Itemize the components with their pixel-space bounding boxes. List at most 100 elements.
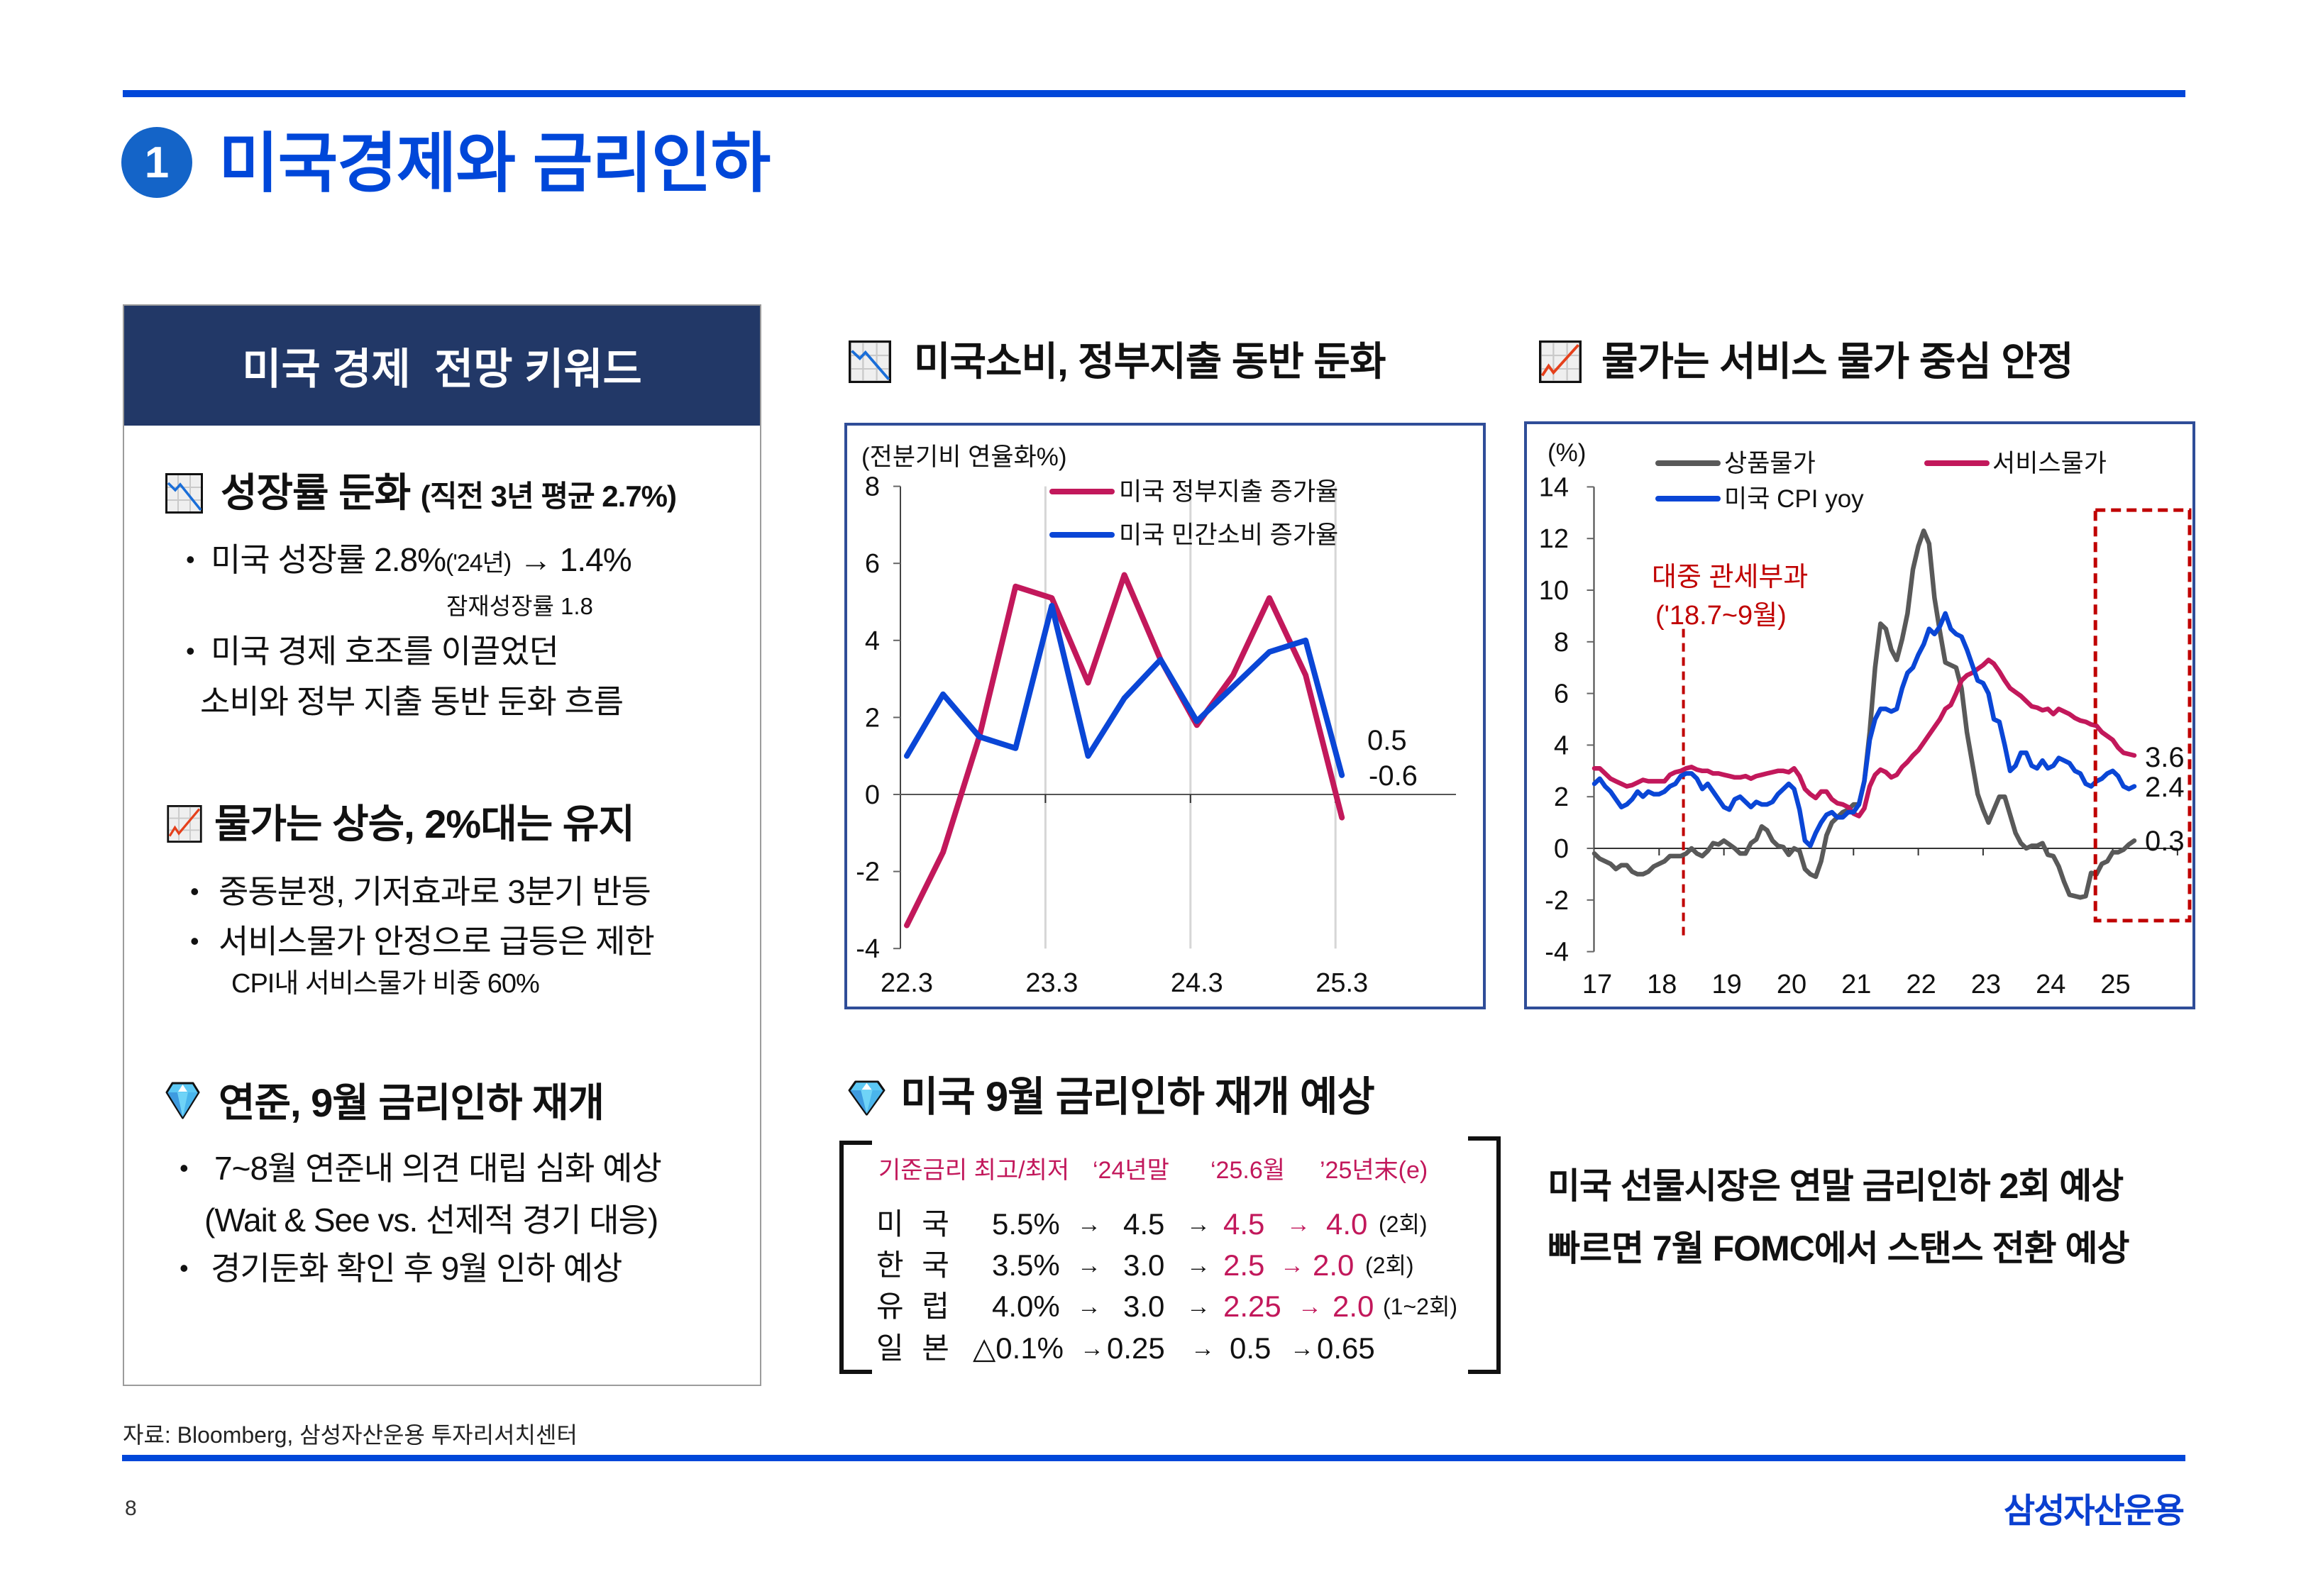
expected-cuts: (1~2회) xyxy=(1383,1294,1458,1319)
arrow-icon: → xyxy=(1286,1211,1311,1238)
fed-bullet-2: 경기둔화 확인 후 9월 인하 예상 xyxy=(211,1250,622,1287)
legend-label: 미국 민간소비 증가율 xyxy=(1119,521,1338,549)
y-axis-label: (%) xyxy=(1548,439,1586,467)
growth-heading: 성장률 둔화 (직전 3년 평균 2.7%) xyxy=(221,467,677,522)
bullet-dot: • xyxy=(186,636,195,665)
y-axis-label: (전분기비 연율화%) xyxy=(861,443,1067,471)
arrow-icon: → xyxy=(1290,1335,1314,1362)
market-view-line-1: 미국 선물시장은 연말 금리인하 2회 예상 xyxy=(1548,1166,2124,1206)
company-logo: 삼성자산운용 xyxy=(2004,1492,2185,1530)
growth-heading-text: 성장률 둔화 xyxy=(221,470,411,515)
rate-end-2024: 3.0 xyxy=(1123,1290,1165,1323)
growth-bullet-2: 미국 경제 호조를 이끌었던 xyxy=(211,633,559,670)
legend-label: 상품물가 xyxy=(1724,450,1816,477)
page-number: 8 xyxy=(125,1497,137,1520)
inflation-bullet-2: 서비스물가 안정으로 급등은 제한 xyxy=(219,923,655,960)
services-weight-note: CPI내 서비스물가 비중 60% xyxy=(231,969,540,999)
bullet-dot: • xyxy=(186,545,195,574)
rate-jun-2025: 2.25 xyxy=(1223,1290,1281,1323)
y-tick-label: 2 xyxy=(1554,782,1569,812)
growth-rate-text: 미국 성장률 2.8% xyxy=(211,541,446,578)
y-tick-label: 8 xyxy=(1554,628,1569,658)
arrow-icon: → xyxy=(1077,1293,1101,1320)
x-tick-label: 22.3 xyxy=(881,968,933,998)
x-tick-label: 24 xyxy=(2036,970,2065,999)
y-tick-label: -4 xyxy=(856,934,880,964)
y-tick-label: -4 xyxy=(1545,938,1569,968)
rate-end-2025e: 2.0 xyxy=(1313,1248,1355,1282)
chart-increasing-icon xyxy=(1539,340,1582,383)
rate-end-2024: 3.0 xyxy=(1123,1248,1165,1282)
table-header-end-2024: ‘24년말 xyxy=(1093,1157,1169,1184)
recent-period-highlight-box xyxy=(2093,508,2192,923)
x-tick-label: 19 xyxy=(1711,970,1741,999)
x-tick-label: 20 xyxy=(1777,970,1806,999)
series-line-government-spending xyxy=(904,572,1345,929)
data-label-goods-last: 0.3 xyxy=(2145,826,2185,857)
bullet-dot: • xyxy=(180,1253,189,1282)
rate-jun-2025: 4.5 xyxy=(1223,1207,1265,1241)
y-tick-label: 4 xyxy=(1554,731,1569,760)
arrow-icon: → xyxy=(1280,1252,1304,1279)
country-label: 일 본 xyxy=(876,1331,949,1365)
keywords-panel-title: 미국 경제 전망 키워드 xyxy=(124,306,760,426)
rate-end-2024: 4.5 xyxy=(1123,1207,1165,1241)
rate-end-2025e: 0.65 xyxy=(1317,1331,1375,1365)
chart-increasing-icon xyxy=(167,805,202,843)
legend-label: 미국 정부지출 증가율 xyxy=(1119,478,1338,506)
y-tick-label: 8 xyxy=(865,472,880,502)
x-tick-label: 22 xyxy=(1906,970,1936,999)
chart1-frame xyxy=(844,423,1486,1009)
legend-label: 미국 CPI yoy xyxy=(1724,485,1864,513)
market-view-line-2: 빠르면 7월 FOMC에서 스탠스 전환 예상 xyxy=(1548,1229,2129,1268)
y-tick-label: 2 xyxy=(865,703,880,733)
arrow-icon: → xyxy=(1080,1335,1104,1362)
country-label: 미 국 xyxy=(876,1207,949,1241)
table-left-bracket xyxy=(839,1141,872,1374)
x-tick-label: 17 xyxy=(1582,970,1612,999)
y-tick-label: 14 xyxy=(1539,472,1569,502)
bullet-dot: • xyxy=(180,1153,189,1182)
data-label-cpi-last: 2.4 xyxy=(2145,772,2185,803)
gem-icon xyxy=(165,1082,200,1119)
bullet-dot: • xyxy=(190,926,199,955)
y-tick-label: 6 xyxy=(865,549,880,579)
y-tick-label: 0 xyxy=(865,780,880,810)
peak-low-rate: △0.1% xyxy=(973,1331,1064,1365)
inflation-bullet-1: 중동분쟁, 기저효과로 3분기 반등 xyxy=(219,873,651,910)
page-title: 미국경제와 금리인하 xyxy=(219,128,771,200)
tariff-annotation-label: 대중 관세부과 xyxy=(1652,563,1808,592)
fed-bullet-1: 7~8월 연준내 의견 대립 심화 예상 xyxy=(214,1150,662,1187)
arrow-icon: → xyxy=(1077,1252,1101,1279)
table-header-policy-rate: 기준금리 최고/최저 xyxy=(878,1157,1070,1184)
expected-cuts: (2회) xyxy=(1365,1253,1414,1278)
keywords-panel: 미국 경제 전망 키워드 xyxy=(123,304,761,1386)
x-tick-label: 23 xyxy=(1971,970,2001,999)
series-line-services-cpi xyxy=(1591,658,2137,819)
series-line-headline-cpi xyxy=(1591,611,2137,848)
rate-jun-2025: 2.5 xyxy=(1223,1248,1265,1282)
table-right-bracket xyxy=(1468,1136,1501,1374)
y-tick-label: -2 xyxy=(856,858,880,887)
arrow-icon: → xyxy=(1186,1211,1210,1238)
x-tick-label: 25.3 xyxy=(1315,968,1368,998)
rate-end-2025e: 2.0 xyxy=(1333,1290,1374,1323)
rate-end-2024: 0.25 xyxy=(1107,1331,1165,1365)
bottom-rule xyxy=(122,1455,2185,1461)
chart-decreasing-icon xyxy=(849,340,891,383)
x-tick-label: 25 xyxy=(2100,970,2130,999)
rate-end-2025e: 4.0 xyxy=(1326,1207,1368,1241)
peak-low-rate: 3.5% xyxy=(992,1248,1060,1282)
section-number: 1 xyxy=(144,138,170,187)
y-tick-label: 6 xyxy=(1554,680,1569,709)
chart1-plot: 8 6 4 2 0 -2 -422.3 23.3 24.3 25.3 (전분기비 연율화%) 미국 정… xyxy=(856,443,1456,998)
x-tick-label: 23.3 xyxy=(1025,968,1078,998)
fed-heading: 연준, 9월 금리인하 재개 xyxy=(219,1080,605,1125)
arrow-icon: → xyxy=(1298,1293,1322,1320)
chart-decreasing-icon xyxy=(165,473,203,514)
inflation-heading: 물가는 상승, 2%대는 유지 xyxy=(214,802,635,846)
country-label: 한 국 xyxy=(876,1248,949,1282)
x-tick-label: 21 xyxy=(1841,970,1871,999)
arrow-icon: → xyxy=(1077,1211,1101,1238)
arrow-icon: → xyxy=(1186,1252,1210,1279)
